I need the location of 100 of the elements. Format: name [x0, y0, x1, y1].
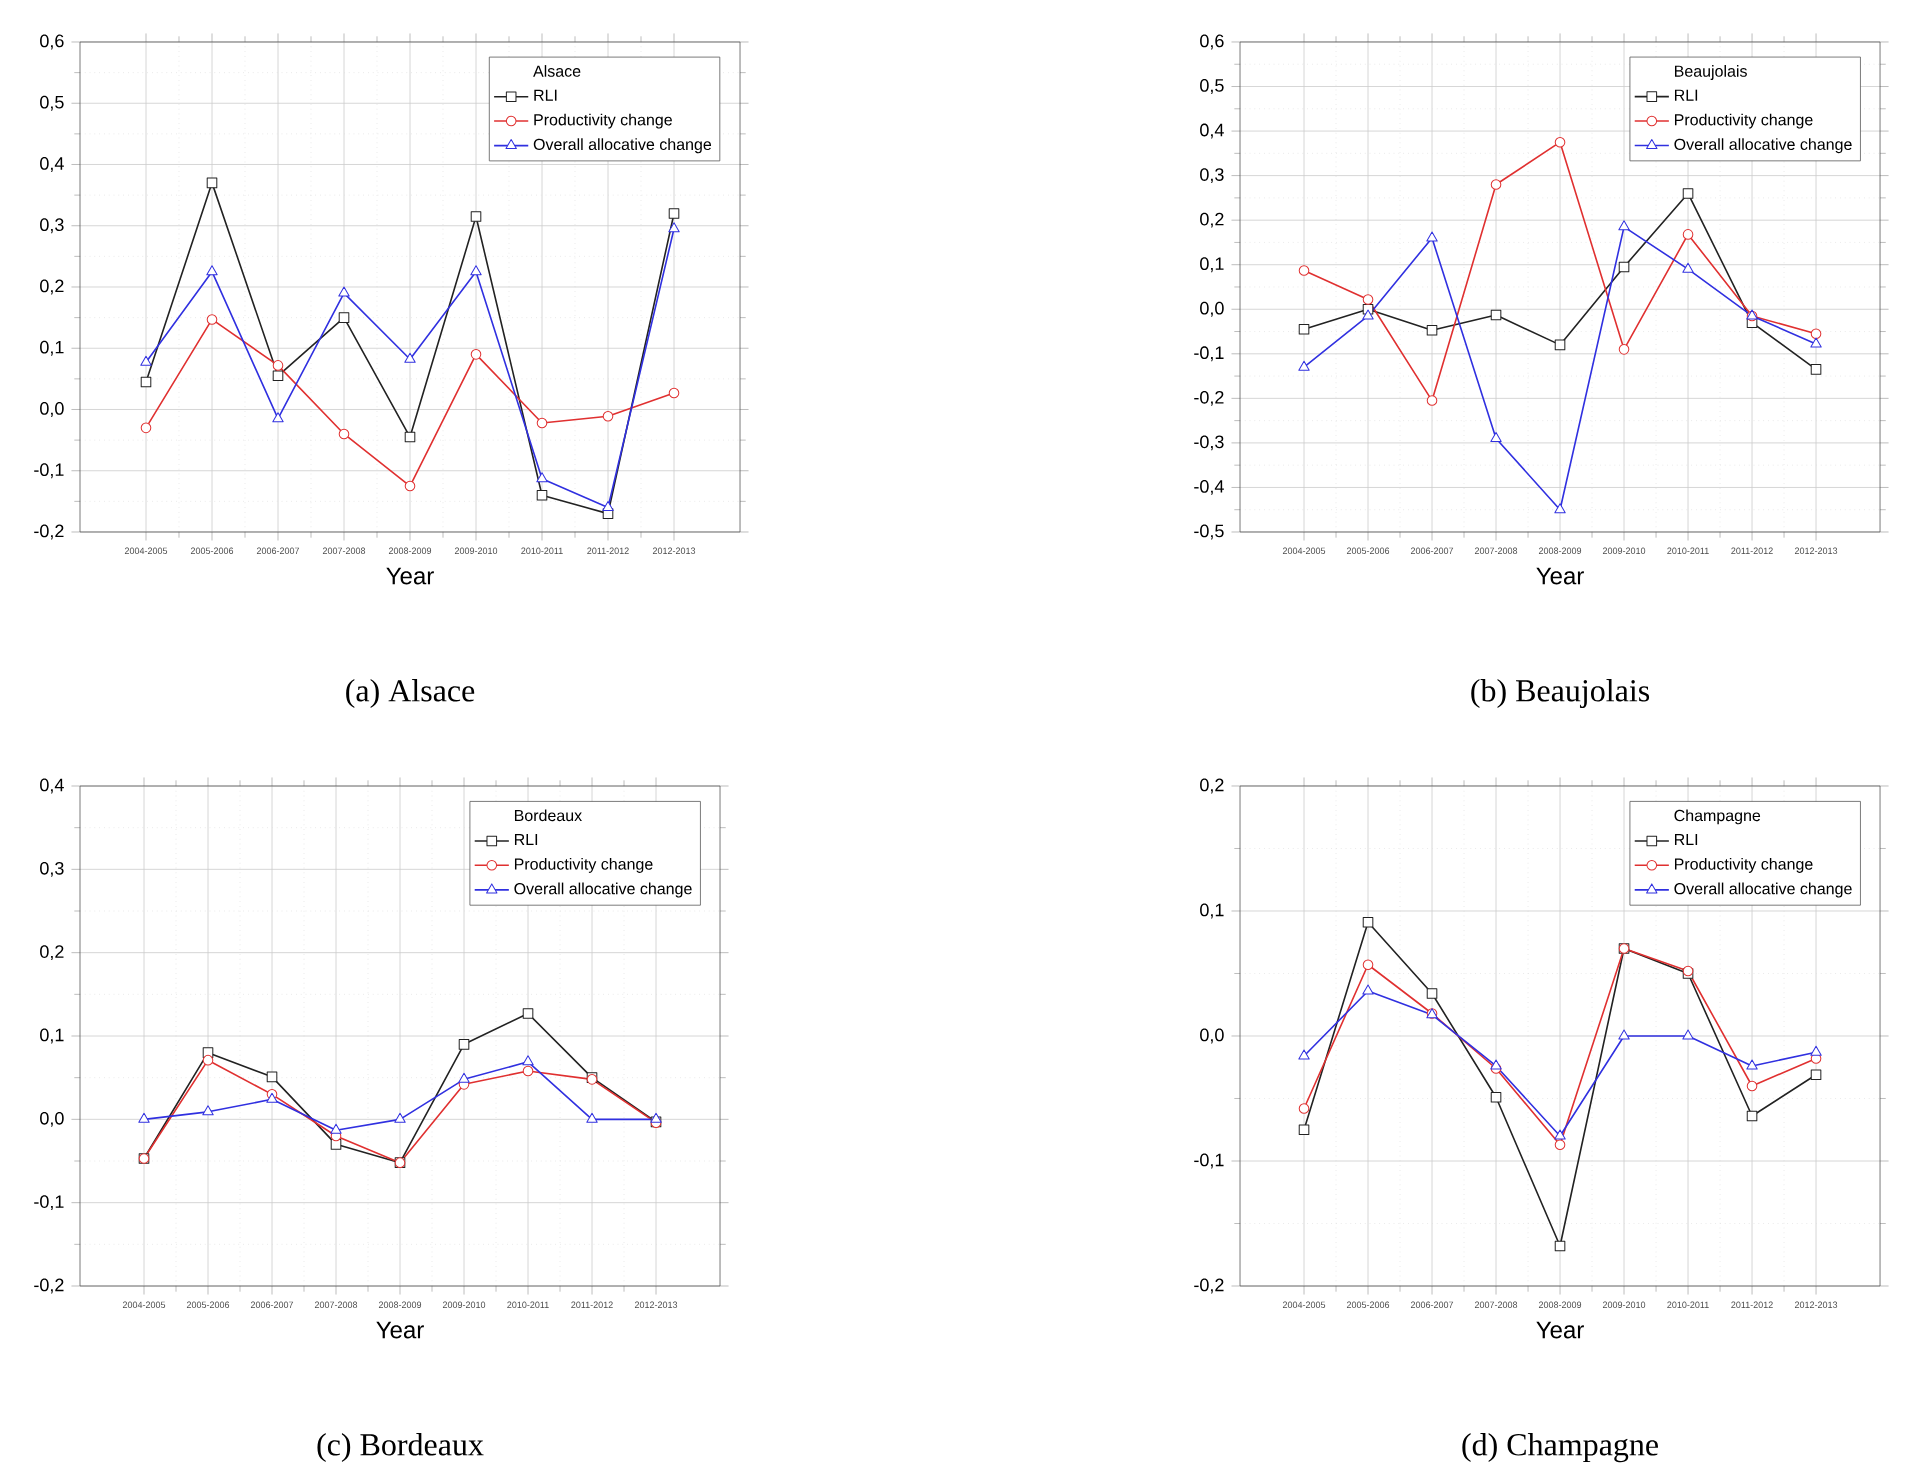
- y-tick-label: 0,1: [1200, 257, 1224, 273]
- y-tick-label: -0,2: [1194, 390, 1224, 406]
- point: [522, 1055, 534, 1066]
- point: [1298, 360, 1310, 371]
- point: [338, 428, 350, 440]
- legend-label: Productivity change: [1674, 113, 1813, 129]
- point: [1362, 959, 1374, 971]
- point: [1362, 916, 1374, 928]
- y-tick-label: 0,2: [40, 945, 64, 961]
- point: [1810, 1045, 1822, 1056]
- point: [272, 370, 284, 382]
- y-tick-label: 0,3: [40, 861, 64, 877]
- y-tick-label: -0,2: [34, 1278, 64, 1294]
- point: [272, 412, 284, 423]
- y-tick-label: 0,4: [40, 778, 64, 794]
- point: [1298, 1049, 1310, 1060]
- point: [1746, 1059, 1758, 1070]
- point: [458, 1072, 470, 1083]
- y-tick-label: -0,1: [1194, 1153, 1224, 1169]
- point: [206, 314, 218, 325]
- x-axis-title: Year: [1536, 567, 1584, 585]
- legend-label: Overall allocative change: [514, 882, 692, 898]
- point: [1426, 395, 1438, 406]
- legend-label: RLI: [534, 89, 557, 101]
- point: [394, 1112, 406, 1123]
- y-tick-label: 0,6: [1200, 34, 1224, 50]
- y-tick-label: 0,4: [40, 157, 64, 172]
- y-tick-label: -0,2: [1194, 1278, 1224, 1294]
- legend-title: Bordeaux: [514, 809, 582, 822]
- text: (c) Bordeaux: [317, 1433, 484, 1463]
- point: [338, 312, 350, 323]
- y-tick-label: -0,1: [34, 463, 64, 479]
- y-tick-label: 0,2: [40, 279, 64, 295]
- y-tick-label: 0,6: [40, 34, 64, 50]
- y-tick-label: -0,3: [1194, 435, 1224, 451]
- legend-title: Alsace: [533, 65, 581, 77]
- point: [1618, 261, 1630, 273]
- point: [1362, 294, 1374, 305]
- point: [140, 376, 152, 388]
- legend-label: Productivity change: [1674, 857, 1813, 873]
- y-tick-label: -0,1: [1194, 346, 1224, 362]
- point: [536, 489, 548, 501]
- legend-label: RLI: [1674, 833, 1698, 845]
- x-axis-title: Year: [1536, 1321, 1584, 1339]
- point: [202, 1054, 214, 1066]
- x-axis-title: Year: [386, 567, 434, 585]
- legend-label: Productivity change: [514, 858, 653, 873]
- point: [536, 472, 548, 483]
- y-tick-label: 0,2: [1200, 212, 1224, 228]
- point: [1298, 324, 1310, 335]
- x-axis-title: Year: [376, 1321, 424, 1339]
- point: [470, 211, 482, 222]
- text: (d) Champagne: [1462, 1433, 1658, 1463]
- point: [1490, 309, 1502, 321]
- y-tick-label: 0,1: [40, 1028, 64, 1044]
- text: (b) Beaujolais: [1471, 679, 1650, 709]
- point: [1554, 1139, 1566, 1151]
- y-tick-label: 0,0: [40, 402, 64, 417]
- point: [668, 208, 680, 219]
- y-tick-label: 0,4: [1200, 123, 1224, 139]
- point: [138, 1112, 150, 1123]
- point: [202, 1105, 214, 1116]
- point: [140, 355, 152, 366]
- legend-label: Overall allocative change: [1674, 882, 1852, 898]
- legend-label: Overall allocative change: [533, 138, 712, 154]
- y-tick-label: -0,4: [1194, 480, 1224, 495]
- point: [470, 349, 482, 360]
- y-tick-label: -0,1: [34, 1195, 64, 1211]
- point: [668, 222, 680, 233]
- y-tick-label: 0,0: [1200, 301, 1224, 317]
- legend-label: RLI: [1674, 89, 1698, 101]
- point: [206, 177, 218, 189]
- y-tick-label: 0,3: [40, 218, 64, 234]
- point: [522, 1065, 534, 1077]
- point: [140, 422, 152, 434]
- y-tick-label: 0,5: [1200, 79, 1224, 94]
- point: [1810, 337, 1822, 348]
- point: [272, 360, 284, 371]
- point: [1746, 1080, 1758, 1092]
- point: [650, 1112, 662, 1123]
- legend-label: Overall allocative change: [1674, 138, 1852, 154]
- point: [1746, 1110, 1758, 1122]
- point: [1298, 1124, 1310, 1136]
- point: [1810, 328, 1822, 340]
- legend-title: Champagne: [1674, 809, 1761, 825]
- point: [1362, 984, 1374, 995]
- y-tick-label: -0,5: [1194, 524, 1224, 540]
- point: [470, 265, 482, 276]
- y-tick-label: 0,3: [1200, 168, 1224, 184]
- y-tick-label: 0,0: [1200, 1028, 1224, 1044]
- point: [586, 1112, 598, 1123]
- point: [536, 417, 548, 429]
- point: [602, 410, 614, 422]
- text: (a) Alsace: [346, 679, 475, 709]
- point: [1682, 188, 1694, 199]
- point: [668, 387, 680, 399]
- legend-title: Beaujolais: [1674, 65, 1747, 80]
- legend-label: Productivity change: [534, 113, 672, 129]
- point: [602, 500, 614, 511]
- point: [1426, 324, 1438, 336]
